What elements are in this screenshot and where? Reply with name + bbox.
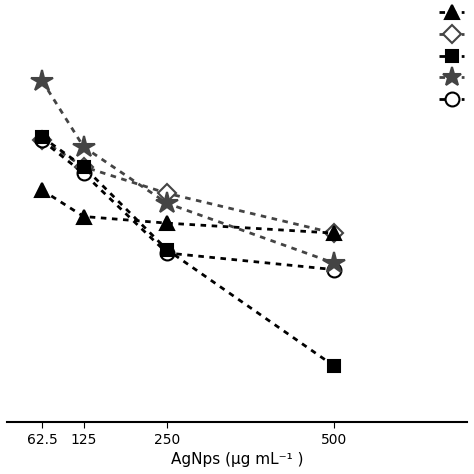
X-axis label: AgNps (μg mL⁻¹ ): AgNps (μg mL⁻¹ ): [171, 452, 303, 467]
Legend: , , , , : , , , ,: [439, 6, 467, 107]
